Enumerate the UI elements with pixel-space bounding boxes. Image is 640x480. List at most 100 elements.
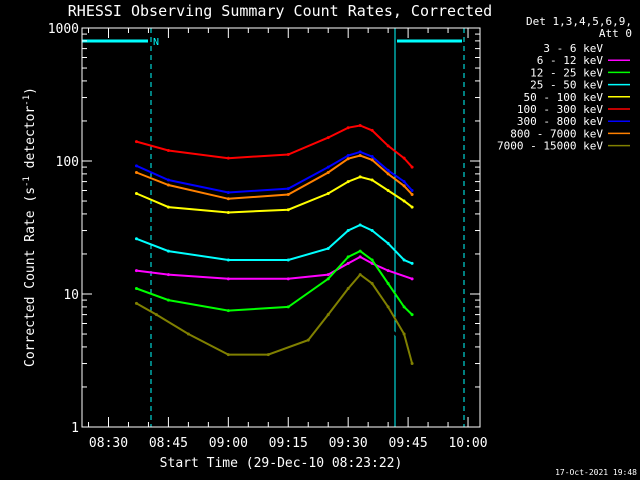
series-point-100-300-kev [326,136,330,140]
generated-timestamp: 17-Oct-2021 19:48 [555,468,637,477]
series-point-800-7000-kev [226,197,230,201]
series-point-6-12-kev [386,269,390,273]
series-point-25-50-kev [386,241,390,245]
series-point-25-50-kev [134,237,138,241]
y-tick-label: 100 [56,155,79,170]
series-point-300-800-kev [358,150,362,154]
night-state-label: N [153,37,159,48]
legend-label-25-50-kev: 25 - 50 keV [530,79,603,92]
series-point-100-300-kev [402,156,406,160]
x-tick-label: 10:00 [448,436,487,451]
series-point-25-50-kev [346,229,350,233]
legend-label-12-25-kev: 12 - 25 keV [530,66,603,79]
series-point-800-7000-kev [386,172,390,176]
series-point-3-6-kev [386,322,390,326]
series-point-100-300-kev [358,123,362,127]
y-axis-label-part2: detector [23,106,38,177]
series-point-7000-15000-kev [370,281,374,285]
series-point-7000-15000-kev [402,332,406,336]
series-point-300-800-kev [402,180,406,184]
x-tick-label: 09:15 [269,436,308,451]
series-point-7000-15000-kev [410,362,414,366]
series-point-12-25-kev [134,286,138,290]
y-axis-label-sup2: -1 [22,95,32,106]
legend-label-50-100-kev: 50 - 100 keV [524,91,604,104]
chart-title: RHESSI Observing Summary Count Rates, Co… [68,2,492,20]
series-point-800-7000-kev [326,170,330,174]
series-point-100-300-kev [226,156,230,160]
x-tick-label: 09:30 [329,436,368,451]
series-point-800-7000-kev [346,157,350,161]
series-point-25-50-kev [410,261,414,265]
series-point-3-6-kev [370,292,374,296]
series-point-25-50-kev [166,249,170,253]
series-line-800-7000-kev [136,154,413,200]
series-point-300-800-kev [226,190,230,194]
legend-label-3-6-kev: 3 - 6 keV [543,42,603,55]
y-axis-label: Corrected Count Rate (s-1 detector-1) [22,87,38,367]
series-point-12-25-kev [410,313,414,317]
series-point-300-800-kev [326,165,330,169]
series-point-50-100-kev [370,178,374,182]
x-axis: 08:30 08:45 09:00 09:15 09:30 09:45 10:00 [88,28,488,451]
series-point-100-300-kev [166,148,170,152]
series-point-7000-15000-kev [266,353,270,357]
series-point-800-7000-kev [402,184,406,188]
series-point-3-6-kev [346,298,350,302]
series-point-12-25-kev [326,277,330,281]
series-point-100-300-kev [346,126,350,130]
series-point-12-25-kev [346,255,350,259]
legend-label-6-12-kev: 6 - 12 keV [537,54,604,67]
series-point-3-6-kev [358,281,362,285]
series-point-25-50-kev [358,223,362,227]
series-point-50-100-kev [346,180,350,184]
series-line-7000-15000-kev [136,273,414,364]
y-tick-label: 1000 [48,22,79,37]
series-point-50-100-kev [226,210,230,214]
series-point-300-800-kev [346,153,350,157]
series-point-100-300-kev [134,140,138,144]
series-point-3-6-kev [154,327,158,331]
series-point-300-800-kev [166,178,170,182]
series-point-300-800-kev [134,164,138,168]
series-lines [134,123,414,376]
series-point-50-100-kev [166,205,170,209]
series-point-3-6-kev [402,345,406,349]
series-point-50-100-kev [410,205,414,209]
series-point-7000-15000-kev [358,273,362,277]
series-point-3-6-kev [134,313,138,317]
series-line-3-6-kev [135,282,414,375]
series-point-800-7000-kev [370,158,374,162]
x-tick-label: 09:45 [389,436,428,451]
x-tick-label: 08:45 [149,436,188,451]
series-point-12-25-kev [358,249,362,253]
series-point-100-300-kev [370,128,374,132]
series-point-3-6-kev [266,362,270,366]
series-point-7000-15000-kev [186,332,190,336]
series-point-50-100-kev [134,191,138,195]
series-point-100-300-kev [410,165,414,169]
legend-header-1: Det 1,3,4,5,6,9, [526,15,632,28]
series-point-7000-15000-kev [306,338,310,342]
series-point-50-100-kev [386,189,390,193]
y-axis: 1 10 100 1000 [48,22,480,436]
series-point-800-7000-kev [358,153,362,157]
legend-label-300-800-kev: 300 - 800 keV [517,115,603,128]
series-point-6-12-kev [226,277,230,281]
series-point-12-25-kev [166,298,170,302]
series-point-300-800-kev [370,155,374,159]
series-point-3-6-kev [306,353,310,357]
series-point-6-12-kev [358,255,362,259]
series-point-50-100-kev [402,199,406,203]
series-point-800-7000-kev [166,183,170,187]
legend-header-2: Att 0 [599,27,632,40]
series-point-6-12-kev [346,261,350,265]
x-axis-label: Start Time (29-Dec-10 08:23:22) [160,456,403,471]
series-point-3-6-kev [410,372,414,376]
plot-frame [81,27,481,428]
y-axis-label-part1: Corrected Count Rate (s [23,187,38,367]
series-point-12-25-kev [370,258,374,262]
series-point-25-50-kev [226,258,230,262]
